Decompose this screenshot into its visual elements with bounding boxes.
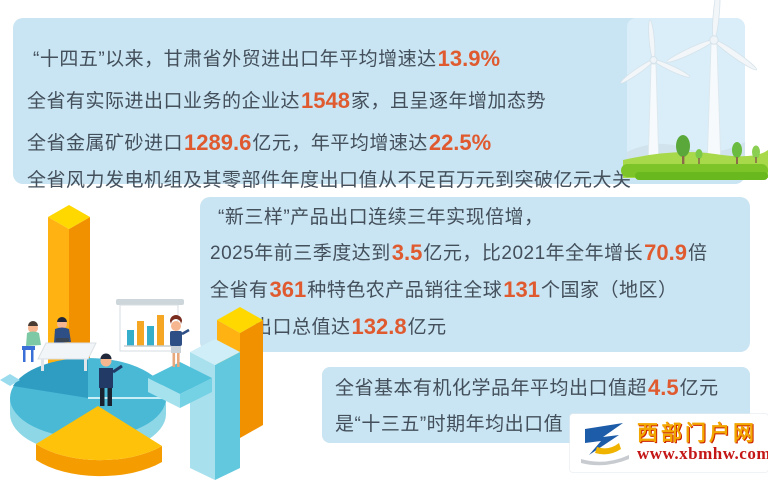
site-name: 西部门户网: [637, 422, 757, 446]
xbmhw-swoosh-logo-icon: [581, 423, 629, 466]
stat-text: 亿元，年平均增速达: [252, 133, 428, 154]
stat-number: 3.5: [391, 240, 423, 265]
stat-text: “十四五”以来，甘肃省外贸进出口年平均增速达: [33, 49, 437, 70]
person-presenter-icon: [170, 315, 190, 367]
stat-number: 361: [269, 277, 307, 302]
site-url: www.xbmhw.com: [637, 444, 768, 464]
stat-line-wind-equipment: 全省风力发电机组及其零部件年度出口值从不足百万元到突破亿元大关: [27, 168, 632, 194]
stat-text: 全省金属矿砂进口: [27, 133, 184, 154]
stat-text: 亿元: [407, 317, 447, 338]
site-logo: 西部门户网 www.xbmhw.com: [570, 414, 768, 472]
stat-text: “新三样”产品出口连续三年实现倍增，: [218, 207, 544, 228]
top-stats-panel: “十四五”以来，甘肃省外贸进出口年平均增速达13.9% 全省有实际进出口业务的企…: [13, 18, 745, 191]
stat-text: 全省有实际进出口业务的企业达: [27, 91, 301, 112]
stat-line-new-three: “新三样”产品出口连续三年实现倍增，: [218, 205, 544, 231]
people-at-desk-icon: [22, 317, 97, 371]
stat-line-metal-ore: 全省金属矿砂进口1289.6亿元，年平均增速达22.5%: [27, 130, 492, 157]
pie-chart-icon: [0, 357, 212, 477]
person-standing-icon: [99, 353, 123, 406]
stat-text: 亿元: [679, 378, 719, 399]
stat-text: 亿元，比2021年全年增长: [423, 243, 644, 264]
stat-line-trade-growth: “十四五”以来，甘肃省外贸进出口年平均增速达13.9%: [33, 46, 501, 73]
stat-line-organic-chem: 全省基本有机化学品年平均出口值超4.5亿元: [335, 375, 719, 402]
stat-text: 家，且呈逐年增加态势: [350, 91, 546, 112]
stat-number: 13.9%: [437, 46, 501, 71]
stat-line-2025-value: 2025年前三季度达到3.5亿元，比2021年全年增长70.9倍: [210, 240, 708, 267]
stat-text: 是“十三五”时期年均出口值: [335, 414, 564, 435]
stat-text: 全省风力发电机组及其零部件年度出口值从不足百万元到突破亿元大关: [27, 170, 632, 191]
whiteboard-chart-icon: [116, 299, 184, 352]
logo-text-block: 西部门户网 www.xbmhw.com: [637, 422, 768, 464]
stat-line-enterprises: 全省有实际进出口业务的企业达1548家，且呈逐年增加态势: [27, 88, 546, 115]
stat-line-export-total: 出口总值达132.8亿元: [253, 314, 447, 341]
bar-column-icon: [190, 339, 240, 480]
stat-text: 个国家（地区）: [540, 280, 678, 301]
stat-number: 70.9: [644, 240, 687, 265]
stat-number: 1289.6: [184, 130, 252, 155]
stat-text: 全省有: [210, 280, 269, 301]
middle-stats-panel: “新三样”产品出口连续三年实现倍增， 2025年前三季度达到3.5亿元，比202…: [200, 197, 750, 352]
stat-number: 22.5%: [428, 130, 492, 155]
stat-text: 倍: [687, 243, 708, 264]
bar-column-icon: [48, 205, 90, 397]
stat-text: 出口总值达: [253, 317, 351, 338]
stat-number: 4.5: [648, 375, 679, 400]
stat-number: 131: [503, 277, 540, 302]
stat-line-13th-fiveyear: 是“十三五”时期年均出口值: [335, 412, 563, 438]
stat-number: 1548: [301, 88, 350, 113]
stat-text: 种特色农产品销往全球: [307, 280, 503, 301]
stat-line-agri-products: 全省有361种特色农产品销往全球131个国家（地区）: [210, 277, 677, 304]
stat-number: 132.8: [351, 314, 407, 339]
stat-text: 2025年前三季度达到: [210, 243, 391, 264]
stat-text: 全省基本有机化学品年平均出口值超: [335, 378, 648, 399]
